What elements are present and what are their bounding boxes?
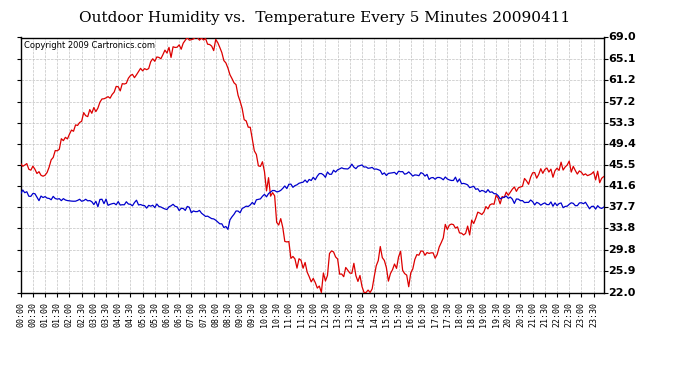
Text: 37.7: 37.7 — [609, 202, 636, 212]
Text: Copyright 2009 Cartronics.com: Copyright 2009 Cartronics.com — [23, 41, 155, 50]
Text: 49.4: 49.4 — [609, 139, 636, 149]
Text: 29.8: 29.8 — [609, 245, 636, 255]
Text: 69.0: 69.0 — [609, 33, 636, 42]
Text: 61.2: 61.2 — [609, 75, 636, 85]
Text: 22.0: 22.0 — [609, 288, 636, 297]
Text: 25.9: 25.9 — [609, 266, 636, 276]
Text: 65.1: 65.1 — [609, 54, 636, 64]
Text: 45.5: 45.5 — [609, 160, 636, 170]
Text: Outdoor Humidity vs.  Temperature Every 5 Minutes 20090411: Outdoor Humidity vs. Temperature Every 5… — [79, 11, 570, 25]
Text: 53.3: 53.3 — [609, 118, 635, 128]
Text: 57.2: 57.2 — [609, 96, 636, 106]
Text: 33.8: 33.8 — [609, 224, 635, 234]
Text: 41.6: 41.6 — [609, 181, 636, 191]
